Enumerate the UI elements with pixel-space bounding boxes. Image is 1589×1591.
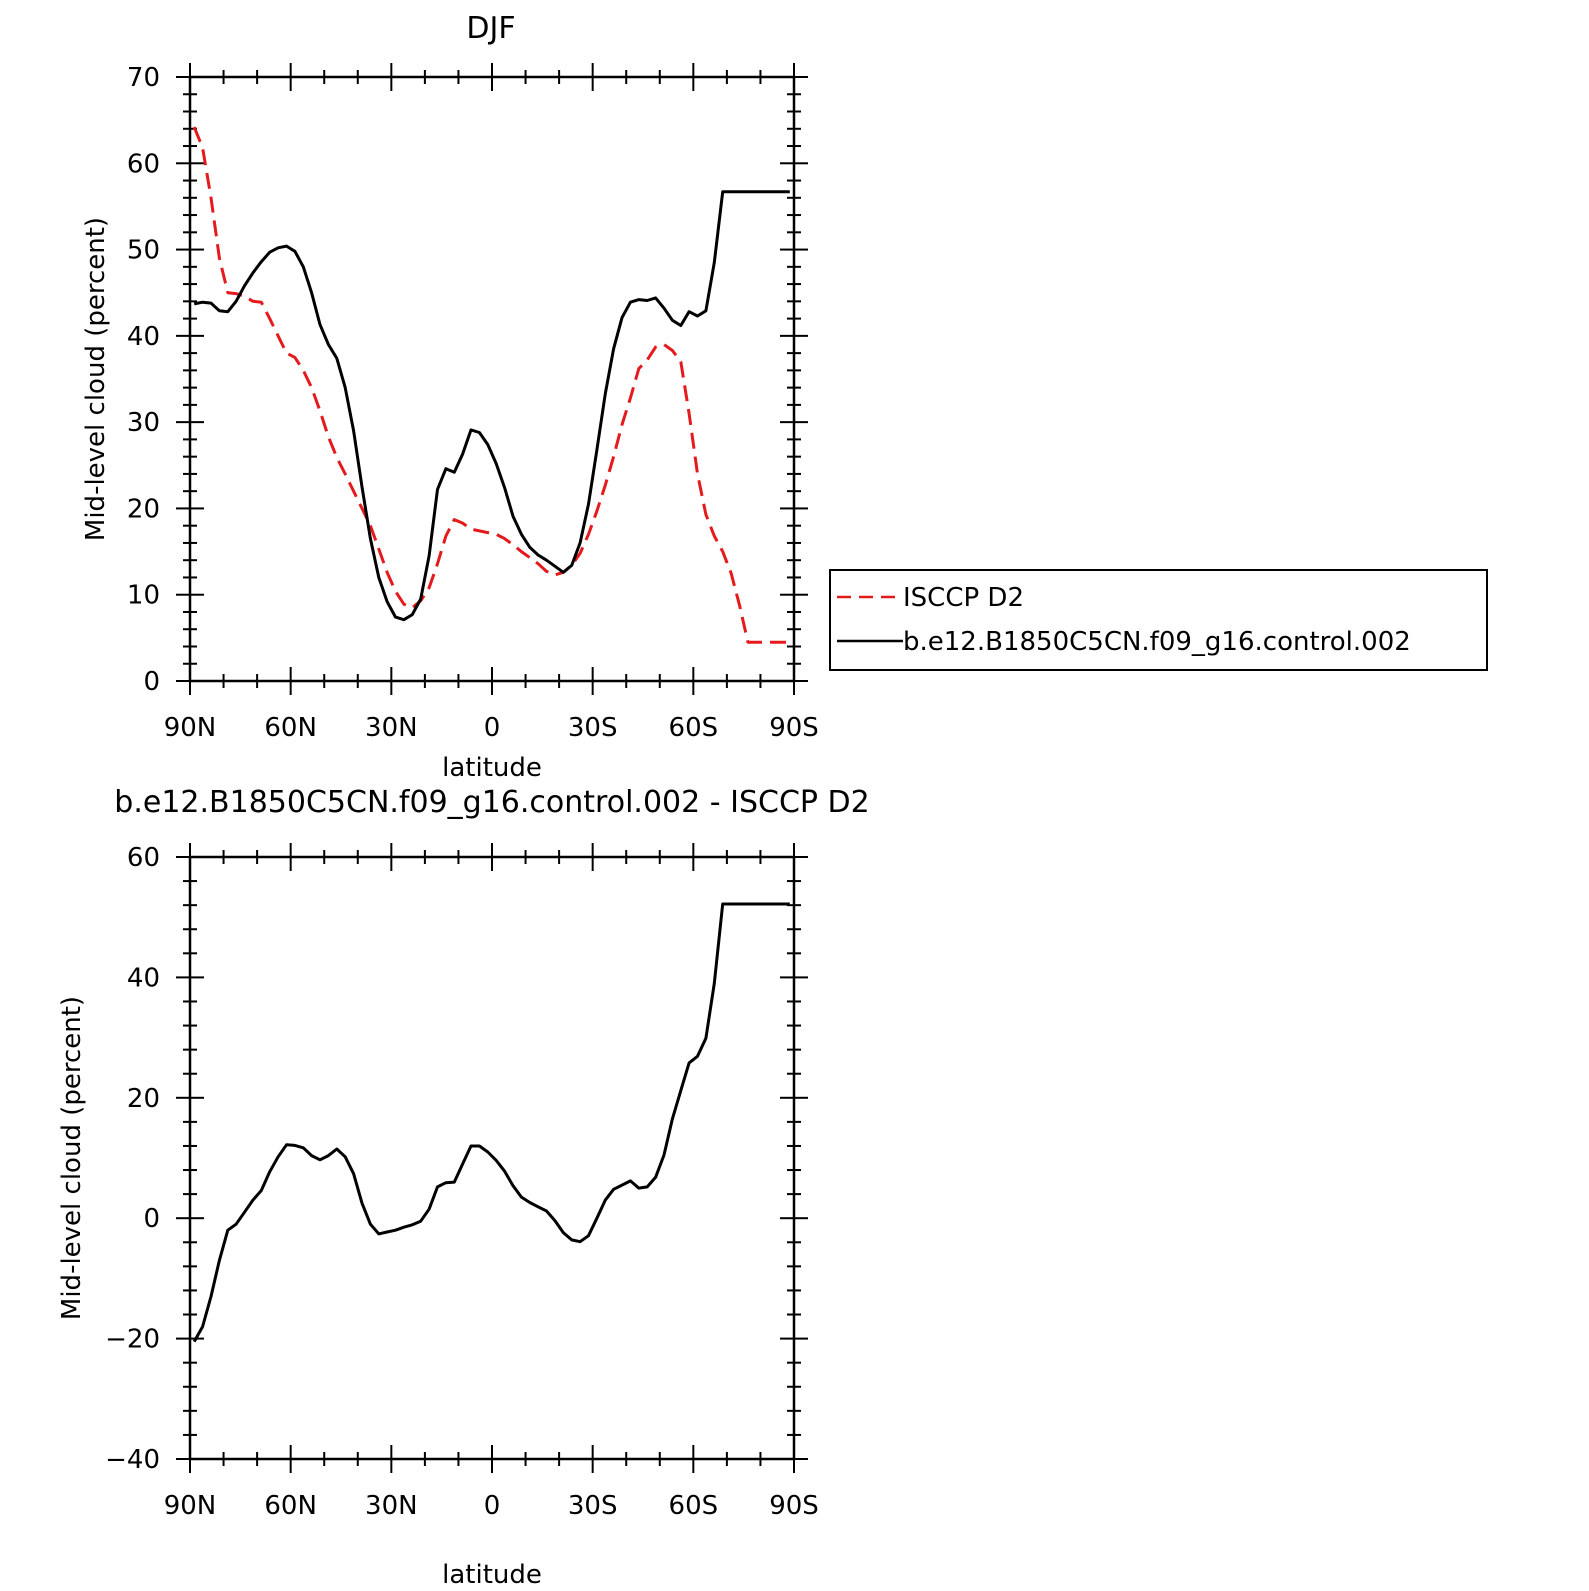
panel-1-ticks — [176, 63, 808, 695]
y-tick-label: 50 — [127, 236, 160, 266]
y-tick-label: 30 — [127, 408, 160, 438]
y-tick-label: 20 — [127, 1084, 160, 1114]
x-tick-label: 60N — [264, 1491, 317, 1521]
x-tick-label: 30S — [568, 713, 618, 743]
x-tick-label: 0 — [484, 713, 501, 743]
x-tick-label: 30N — [365, 1491, 418, 1521]
panel-1-plot-frame — [188, 75, 796, 683]
y-tick-label: 70 — [127, 63, 160, 93]
x-tick-label: 60S — [669, 1491, 719, 1521]
series-line-isccp — [192, 126, 790, 644]
panel-1-tick-labels: 90N 60N 30N 0 30S 60S 90S 0 10 20 30 40 50 60 70 — [127, 63, 819, 743]
x-tick-label: 30N — [365, 713, 418, 743]
panel-2-title: b.e12.B1850C5CN.f09_g16.control.002 - IS… — [114, 785, 869, 820]
legend: ISCCP D2 b.e12.B1850C5CN.f09_g16.control… — [829, 569, 1488, 671]
y-tick-label: 10 — [127, 581, 160, 611]
x-tick-label: 90N — [164, 713, 217, 743]
panel-1-y-axis-title: Mid-level cloud (percent) — [81, 217, 111, 541]
panel-1-x-axis-title: latitude — [442, 753, 542, 783]
panel-2-plot-frame — [188, 855, 796, 1461]
y-tick-label: 20 — [127, 494, 160, 524]
series-line-model — [192, 902, 790, 1343]
x-tick-label: 90S — [769, 713, 819, 743]
panel-1-title: DJF — [466, 11, 515, 46]
y-tick-label: 0 — [143, 1204, 160, 1234]
panel-2-tick-labels: 90N 60N 30N 0 30S 60S 90S −40 −20 0 20 40 60 — [105, 843, 819, 1521]
x-tick-label: 30S — [568, 1491, 618, 1521]
y-tick-label: −40 — [105, 1445, 160, 1475]
x-tick-label: 60N — [264, 713, 317, 743]
y-tick-label: 0 — [143, 667, 160, 697]
x-tick-label: 90S — [769, 1491, 819, 1521]
x-tick-label: 0 — [484, 1491, 501, 1521]
legend-label-isccp: ISCCP D2 — [903, 583, 1024, 613]
panel-2-x-axis-title: latitude — [442, 1560, 542, 1590]
legend-label-model: b.e12.B1850C5CN.f09_g16.control.002 — [903, 627, 1411, 657]
y-tick-label: 60 — [127, 843, 160, 873]
x-tick-label: 60S — [669, 713, 719, 743]
panel-2-y-axis-title: Mid-level cloud (percent) — [57, 996, 87, 1320]
panel-difference: b.e12.B1850C5CN.f09_g16.control.002 - IS… — [57, 785, 870, 1590]
y-tick-label: 40 — [127, 963, 160, 993]
panel-djf: DJF 90N 60N 30N 0 30S 60S 90S 0 10 20 30 40 50 60 70 l… — [81, 11, 1488, 783]
y-tick-label: 40 — [127, 322, 160, 352]
series-line-model — [193, 190, 790, 622]
x-tick-label: 90N — [164, 1491, 217, 1521]
panel-2-series — [192, 902, 790, 1343]
y-tick-label: −20 — [105, 1325, 160, 1355]
legend-box — [829, 569, 1488, 671]
y-tick-label: 60 — [127, 149, 160, 179]
panel-1-series — [192, 126, 790, 644]
